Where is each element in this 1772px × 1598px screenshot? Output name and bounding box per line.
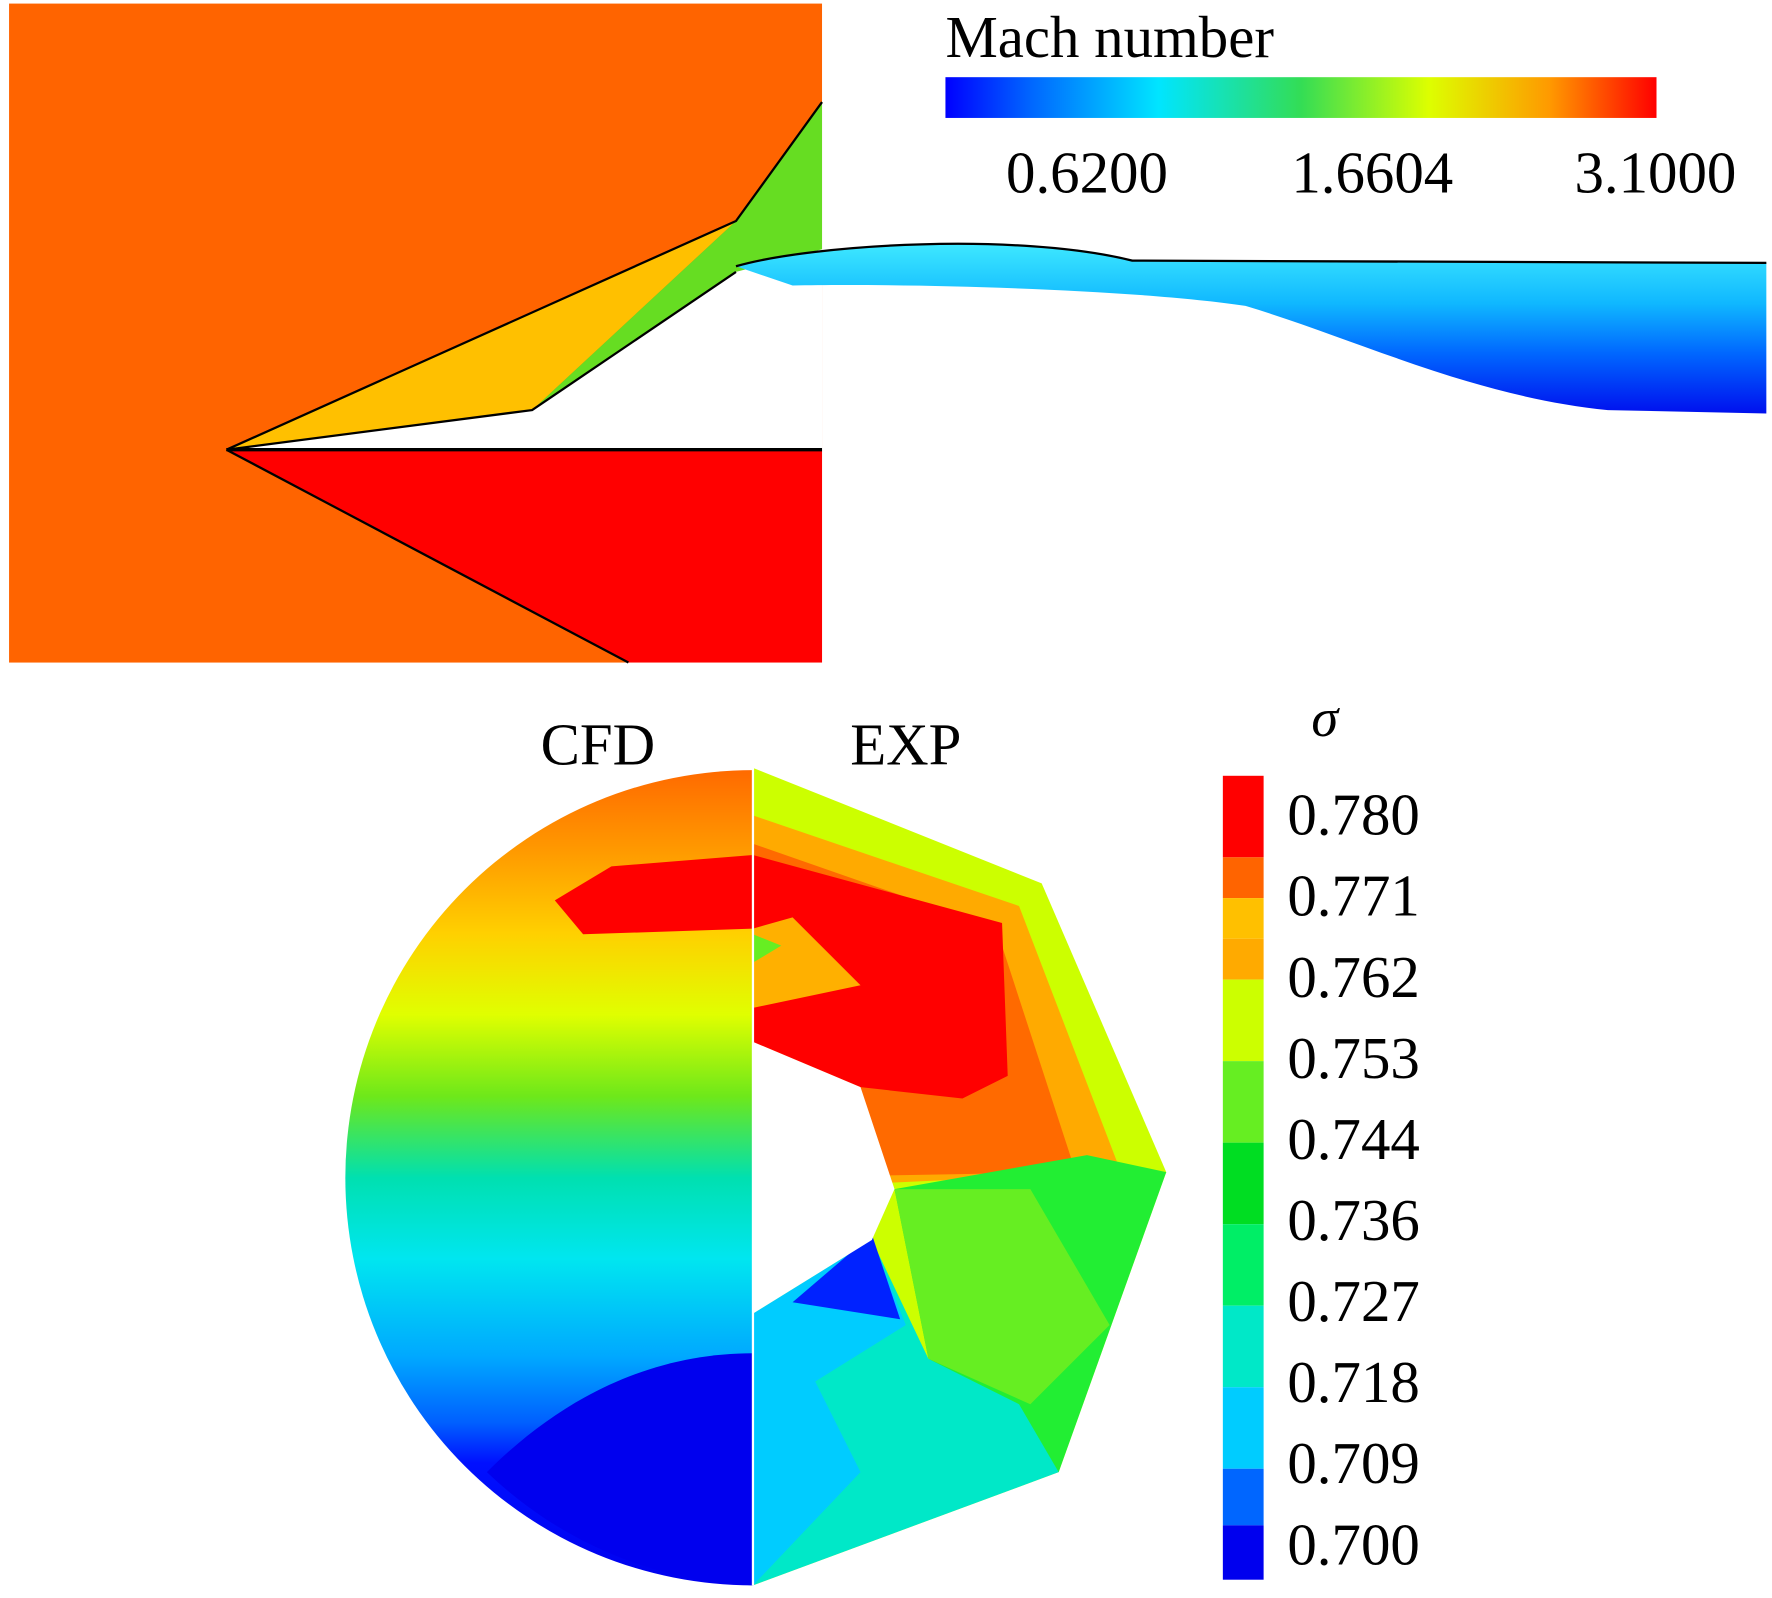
- colorbar-tick-label: 1.6604: [1291, 141, 1453, 206]
- colorbar: [1222, 775, 1264, 1580]
- colorbar-tick-label: 0.709: [1287, 1431, 1419, 1496]
- colorbar-tick-label: 0.700: [1287, 1512, 1419, 1577]
- colorbar-tick-label: 0.718: [1287, 1350, 1419, 1415]
- panel-label: CFD: [541, 712, 655, 777]
- colorbar-tick-label: 0.762: [1287, 945, 1419, 1010]
- colorbar-title: Mach number: [945, 5, 1274, 70]
- colorbar-tick-label: 0.736: [1287, 1188, 1419, 1253]
- colorbar-tick-label: 3.1000: [1574, 141, 1736, 206]
- colorbar: [945, 77, 1657, 118]
- colorbar-tick-label: 0.6200: [1006, 141, 1168, 206]
- colorbar-tick-label: 0.727: [1287, 1269, 1419, 1334]
- colorbar-tick-label: 0.771: [1287, 864, 1419, 929]
- colorbar-tick-label: 0.753: [1287, 1026, 1419, 1091]
- colorbar-tick-label: 0.780: [1287, 783, 1419, 848]
- mach-contour: [9, 3, 1767, 664]
- colorbar-tick-label: 0.744: [1287, 1107, 1419, 1172]
- cfd-contour: [345, 770, 753, 1586]
- colorbar-title: σ: [1311, 688, 1340, 748]
- exp-contour: [752, 767, 1167, 1586]
- panel-label: EXP: [850, 712, 961, 777]
